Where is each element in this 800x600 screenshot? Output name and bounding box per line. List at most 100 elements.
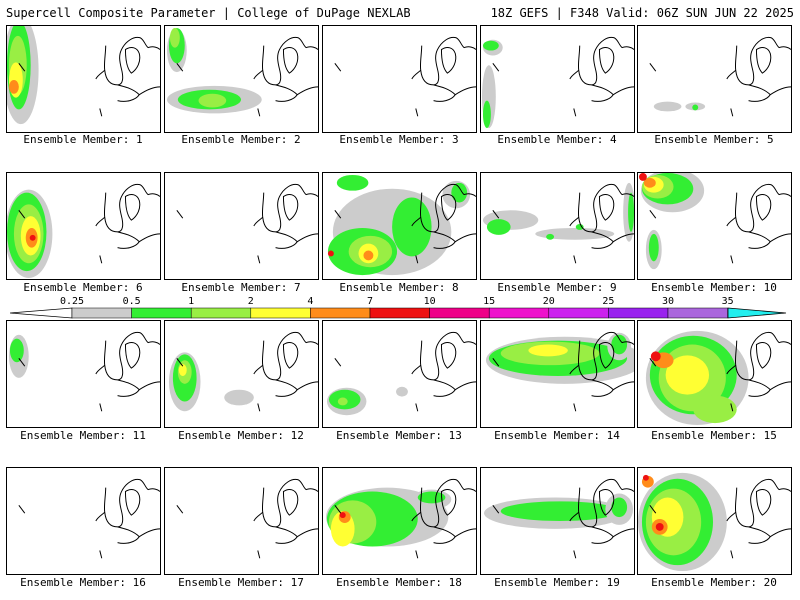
- lake-outline: [598, 194, 615, 221]
- scp-contour: [650, 351, 661, 362]
- lake-outline: [282, 489, 299, 516]
- scp-contour: [392, 197, 432, 257]
- ensemble-member-label: Ensemble Member: 6: [23, 281, 143, 294]
- ensemble-member-label: Ensemble Member: 1: [23, 133, 143, 146]
- ensemble-panel-8: [322, 172, 477, 280]
- lake-outline: [282, 342, 299, 369]
- scp-contour: [224, 389, 254, 406]
- scp-contour: [336, 174, 369, 191]
- state-line: [18, 358, 26, 367]
- map-area: [325, 478, 476, 559]
- ensemble-panel-15: [637, 320, 792, 428]
- lake-outline: [755, 194, 772, 221]
- scale-swatch: [488, 307, 550, 319]
- scale-tick-label: 35: [721, 296, 734, 307]
- scp-contour: [29, 234, 36, 241]
- ensemble-member-label: Ensemble Member: 7: [181, 281, 301, 294]
- lake-outline: [440, 342, 457, 369]
- state-line: [492, 358, 500, 367]
- map-area: [483, 478, 634, 559]
- scp-contour: [8, 79, 19, 94]
- ensemble-member-label: Ensemble Member: 16: [20, 576, 146, 589]
- scale-tick-label: 0.25: [59, 296, 85, 307]
- lake-outline: [282, 194, 299, 221]
- lake-outline: [440, 489, 457, 516]
- scp-contour: [546, 233, 555, 240]
- ensemble-member-label: Ensemble Member: 5: [654, 133, 774, 146]
- great-lakes-outline: [726, 331, 791, 397]
- map-area: [176, 478, 318, 559]
- scale-swatch: [190, 307, 252, 319]
- state-line: [334, 505, 342, 514]
- state-line: [492, 505, 500, 514]
- scp-contour: [648, 233, 659, 262]
- ensemble-member-label: Ensemble Member: 11: [20, 429, 146, 442]
- scale-tick-label: 15: [483, 296, 496, 307]
- ensemble-panel-3: [322, 25, 477, 133]
- state-line: [649, 358, 657, 367]
- map-area: [166, 27, 318, 117]
- ensemble-member-label: Ensemble Member: 13: [336, 429, 462, 442]
- scale-swatch: [667, 307, 728, 319]
- ensemble-panel-18: [322, 467, 477, 575]
- scp-contour: [528, 344, 568, 357]
- ensemble-panel-11: [6, 320, 161, 428]
- scp-contour: [611, 334, 628, 355]
- state-line: [730, 108, 734, 117]
- ensemble-member-label: Ensemble Member: 8: [339, 281, 459, 294]
- ensemble-member-label: Ensemble Member: 10: [651, 281, 777, 294]
- ensemble-panel-17: [164, 467, 319, 575]
- scp-contour: [642, 474, 649, 481]
- scp-contour: [169, 27, 180, 48]
- ensemble-panel-7: [164, 172, 319, 280]
- ensemble-member-label: Ensemble Member: 9: [497, 281, 617, 294]
- state-line: [492, 63, 500, 72]
- state-line: [257, 108, 261, 117]
- state-line: [176, 358, 184, 367]
- state-line: [334, 358, 342, 367]
- scp-contour: [337, 397, 348, 406]
- state-line: [492, 210, 500, 219]
- scp-contour: [363, 250, 374, 261]
- ensemble-panel-13: [322, 320, 477, 428]
- scale-tick-label: 30: [661, 296, 675, 307]
- map-area: [645, 330, 791, 426]
- map-area: [18, 478, 160, 559]
- state-line: [257, 255, 261, 264]
- state-line: [18, 63, 26, 72]
- scp-contour: [628, 192, 634, 232]
- state-line: [573, 255, 577, 264]
- ensemble-panel-1: [6, 25, 161, 133]
- map-area: [176, 183, 318, 264]
- map-area: [482, 182, 634, 264]
- great-lakes-outline: [726, 478, 791, 544]
- great-lakes-outline: [569, 36, 634, 102]
- state-line: [415, 255, 419, 264]
- map-area: [7, 183, 160, 279]
- scp-contour: [693, 395, 737, 424]
- state-line: [649, 63, 657, 72]
- valid-time: 18Z GEFS | F348 Valid: 06Z SUN JUN 22 20…: [490, 6, 794, 20]
- map-area: [168, 331, 318, 412]
- scp-contour: [611, 497, 628, 518]
- ensemble-member-label: Ensemble Member: 12: [178, 429, 304, 442]
- scp-contour: [327, 250, 334, 257]
- state-line: [176, 210, 184, 219]
- lake-outline: [124, 489, 141, 516]
- state-line: [415, 108, 419, 117]
- scp-contour: [482, 100, 491, 129]
- state-line: [99, 255, 103, 264]
- state-line: [18, 505, 26, 514]
- scp-contour: [643, 177, 656, 188]
- ensemble-member-label: Ensemble Member: 2: [181, 133, 301, 146]
- scale-swatch: [71, 307, 132, 319]
- map-area: [7, 26, 160, 125]
- lake-outline: [598, 342, 615, 369]
- great-lakes-outline: [95, 36, 160, 102]
- great-lakes-outline: [411, 36, 476, 102]
- great-lakes-outline: [569, 478, 634, 544]
- scp-contour: [500, 501, 620, 521]
- state-line: [415, 403, 419, 412]
- ensemble-panel-6: [6, 172, 161, 280]
- ensemble-panel-10: [637, 172, 792, 280]
